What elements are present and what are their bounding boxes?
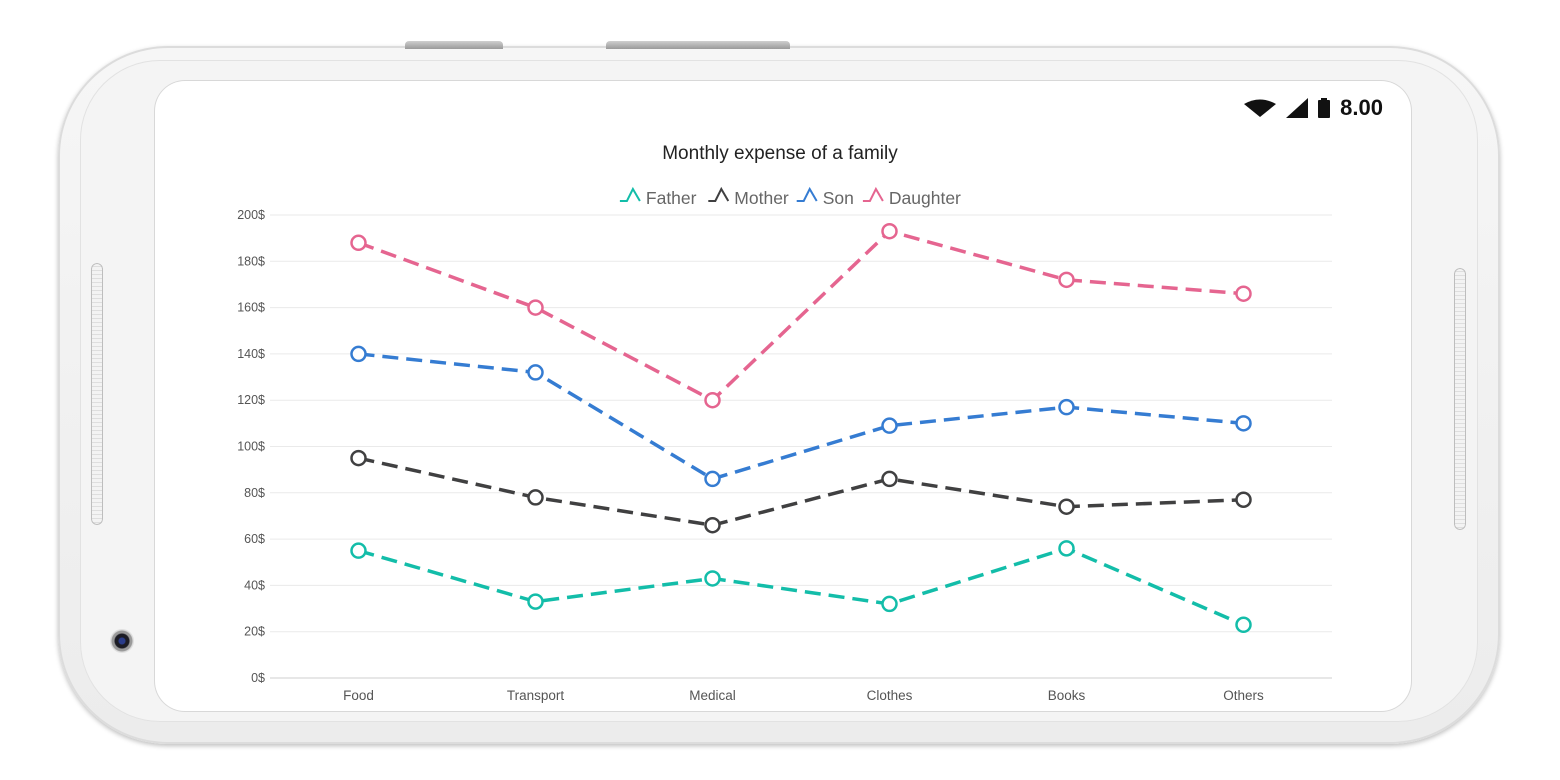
legend-label: Mother xyxy=(734,188,789,208)
legend-item-father[interactable]: Father xyxy=(619,186,697,208)
data-point[interactable] xyxy=(704,470,721,488)
chart-series xyxy=(350,222,1252,634)
data-point[interactable] xyxy=(1058,498,1075,515)
legend-line-icon xyxy=(862,186,884,202)
y-tick-label: 100$ xyxy=(237,440,265,454)
data-point[interactable] xyxy=(527,593,544,610)
series-son xyxy=(350,345,1252,488)
volume-button xyxy=(405,41,503,49)
data-point[interactable] xyxy=(704,570,721,587)
y-tick-label: 80$ xyxy=(244,486,265,500)
y-tick-label: 140$ xyxy=(237,347,265,361)
series-line xyxy=(358,546,1245,627)
y-tick-label: 200$ xyxy=(237,208,265,222)
series-line xyxy=(358,456,1244,527)
data-point[interactable] xyxy=(1058,398,1075,416)
data-point[interactable] xyxy=(1235,285,1252,302)
legend-label: Daughter xyxy=(889,188,961,208)
series-daughter xyxy=(350,222,1252,409)
data-point[interactable] xyxy=(527,299,544,316)
wifi-icon xyxy=(1244,99,1277,117)
data-point[interactable] xyxy=(350,449,367,467)
phone-screen: 8.00 Monthly expense of a family Father M… xyxy=(155,81,1411,711)
legend-line-icon xyxy=(619,186,641,202)
series-mother xyxy=(350,449,1252,534)
data-point[interactable] xyxy=(881,595,898,613)
x-tick-label: Transport xyxy=(507,688,565,703)
x-tick-label: Others xyxy=(1223,688,1264,703)
legend-line-icon xyxy=(796,186,818,202)
data-point[interactable] xyxy=(1058,540,1075,557)
data-point[interactable] xyxy=(1235,616,1252,634)
series-line xyxy=(358,352,1244,481)
status-time: 8.00 xyxy=(1340,95,1383,120)
data-point[interactable] xyxy=(527,364,544,381)
data-point[interactable] xyxy=(1235,415,1252,432)
chart-legend: Father Mother Son Daughter xyxy=(619,186,961,208)
data-point[interactable] xyxy=(350,234,367,252)
data-point[interactable] xyxy=(527,489,544,506)
legend-item-mother[interactable]: Mother xyxy=(708,186,789,208)
y-tick-label: 180$ xyxy=(237,254,265,268)
x-tick-label: Books xyxy=(1048,688,1086,703)
y-tick-label: 0$ xyxy=(251,671,265,685)
status-bar: 8.00 xyxy=(1244,95,1383,121)
left-speaker-grill xyxy=(91,263,103,525)
x-tick-label: Medical xyxy=(689,688,736,703)
data-point[interactable] xyxy=(350,542,367,559)
battery-icon xyxy=(1318,98,1331,118)
chart-grid xyxy=(270,214,1332,679)
legend-line-icon xyxy=(708,186,730,202)
legend-label: Father xyxy=(646,188,697,208)
series-father xyxy=(350,540,1252,634)
camera-icon xyxy=(110,629,134,653)
data-point[interactable] xyxy=(1058,271,1075,289)
x-tick-label: Clothes xyxy=(867,688,913,703)
x-tick-label: Food xyxy=(343,688,374,703)
data-point[interactable] xyxy=(881,417,898,434)
y-tick-label: 20$ xyxy=(244,625,265,639)
y-tick-label: 60$ xyxy=(244,532,265,546)
chart-title: Monthly expense of a family xyxy=(662,143,898,164)
data-point[interactable] xyxy=(704,391,721,409)
data-point[interactable] xyxy=(704,516,721,534)
data-point[interactable] xyxy=(1235,491,1252,508)
y-tick-label: 160$ xyxy=(237,301,265,315)
data-point[interactable] xyxy=(881,470,898,488)
line-chart: Monthly expense of a family Father Mother… xyxy=(237,143,1332,703)
y-tick-label: 40$ xyxy=(244,578,265,592)
legend-label: Son xyxy=(823,188,854,208)
y-axis: 0$ 20$ 40$ 60$ 80$ 100$ 120$ 140$ 160$ 180$ 200$ xyxy=(237,208,265,685)
data-point[interactable] xyxy=(881,222,898,240)
legend-item-daughter[interactable]: Daughter xyxy=(862,186,961,208)
data-point[interactable] xyxy=(350,345,367,363)
legend-item-son[interactable]: Son xyxy=(796,186,854,208)
x-axis: Food Transport Medical Clothes Books Others xyxy=(343,688,1264,703)
signal-icon xyxy=(1286,98,1309,118)
power-button xyxy=(606,41,790,49)
y-tick-label: 120$ xyxy=(237,393,265,407)
series-line xyxy=(357,229,1244,402)
right-speaker-grill xyxy=(1454,268,1466,530)
